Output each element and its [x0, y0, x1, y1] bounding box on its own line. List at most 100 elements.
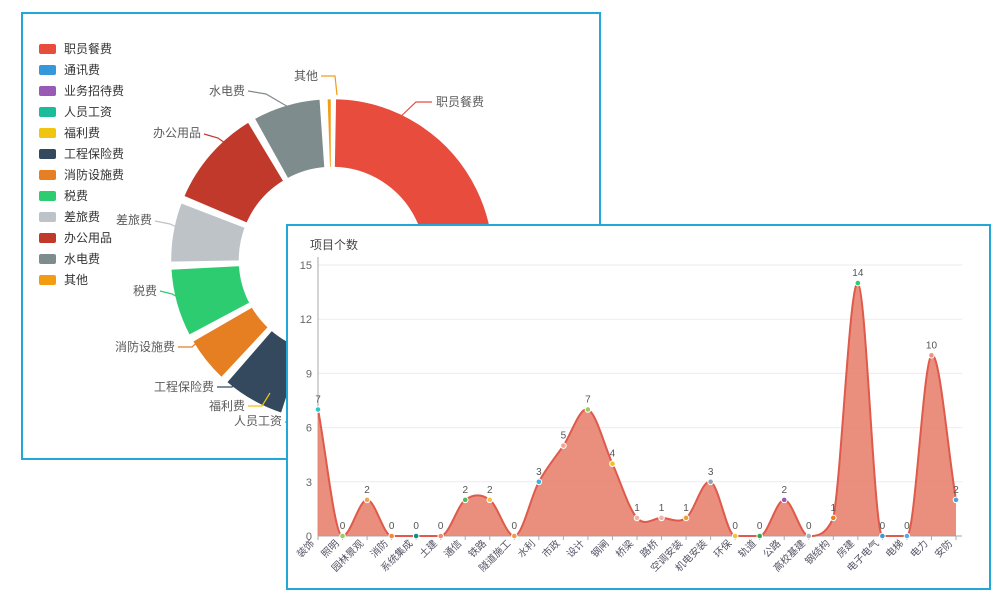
legend-item[interactable]: 工程保险费	[39, 143, 124, 164]
area-chart: 036912157装饰0照明2园林景观0消防0系统集成0土建2通信2铁路0隧道施…	[294, 257, 962, 574]
legend-swatch-icon	[39, 274, 56, 285]
data-point-marker[interactable]	[658, 514, 665, 522]
data-point-marker[interactable]	[535, 478, 543, 486]
data-point-label: 2	[781, 485, 787, 496]
y-tick-label: 3	[306, 477, 312, 489]
x-category-label: 钢闸	[588, 537, 611, 560]
legend-swatch-icon	[39, 190, 56, 201]
x-category-label: 路桥	[637, 537, 660, 560]
legend-swatch-icon	[39, 85, 56, 96]
data-point-marker[interactable]	[363, 496, 371, 504]
pie-label: 水电费	[209, 84, 245, 98]
pie-label-leader	[217, 373, 246, 388]
project-count-card: 项目个数 0 3 6 9 12 15 7 装饰 0 照明 2 园林景观 0 消防 0 系统集成 0 土建 2 通信 2 铁…	[286, 224, 991, 590]
data-point-marker[interactable]	[511, 532, 518, 540]
legend-label: 人员工资	[64, 104, 113, 119]
legend-item[interactable]: 福利费	[39, 122, 124, 143]
y-tick-label: 9	[306, 368, 312, 380]
legend-item[interactable]: 差旅费	[39, 206, 124, 227]
y-tick-label: 6	[306, 423, 312, 435]
data-point-marker[interactable]	[314, 406, 322, 413]
data-point-marker[interactable]	[437, 532, 444, 540]
data-point-label: 0	[904, 521, 910, 532]
x-category-label: 环保	[711, 537, 734, 560]
pie-slice[interactable]	[168, 263, 253, 338]
data-point-label: 0	[413, 521, 419, 532]
pie-slice[interactable]	[325, 96, 334, 170]
pie-label-leader	[247, 90, 291, 109]
legend-item[interactable]: 其他	[39, 269, 124, 290]
data-point-marker[interactable]	[707, 478, 714, 486]
data-point-marker[interactable]	[388, 532, 395, 540]
x-category-label: 设计	[564, 537, 587, 560]
x-category-label: 消防	[367, 537, 390, 560]
data-point-marker[interactable]	[412, 532, 420, 540]
x-category-label: 电梯	[883, 537, 906, 560]
x-category-label: 电力	[907, 537, 930, 560]
data-point-marker[interactable]	[780, 496, 788, 504]
legend-item[interactable]: 办公用品	[39, 227, 124, 248]
legend-label: 福利费	[64, 125, 101, 140]
legend-item[interactable]: 职员餐费	[39, 38, 124, 59]
area-chart-title: 项目个数	[310, 238, 359, 252]
data-point-label: 0	[512, 521, 518, 532]
data-point-marker[interactable]	[952, 496, 960, 504]
data-point-marker[interactable]	[461, 496, 469, 504]
legend-label: 税费	[64, 188, 89, 203]
data-point-marker[interactable]	[928, 352, 935, 359]
pie-label: 差旅费	[116, 213, 152, 227]
legend-swatch-icon	[39, 211, 56, 222]
data-point-label: 0	[757, 521, 763, 532]
pie-label: 消防设施费	[115, 339, 175, 354]
legend-label: 其他	[64, 272, 89, 287]
data-point-marker[interactable]	[830, 514, 837, 522]
legend-item[interactable]: 水电费	[39, 248, 124, 269]
data-point-marker[interactable]	[609, 460, 616, 468]
data-point-label: 2	[953, 485, 959, 496]
pie-label-leader	[159, 290, 184, 301]
data-point-marker[interactable]	[903, 532, 911, 540]
legend-swatch-icon	[39, 232, 56, 243]
legend-item[interactable]: 通讯费	[39, 59, 124, 80]
data-point-label: 0	[806, 521, 812, 532]
x-category-label: 市政	[539, 537, 562, 560]
pie-slice[interactable]	[190, 304, 271, 380]
data-point-marker[interactable]	[486, 496, 494, 504]
pie-label: 其他	[294, 69, 318, 83]
data-point-marker[interactable]	[879, 532, 886, 540]
legend-item[interactable]: 税费	[39, 185, 124, 206]
data-point-label: 3	[708, 467, 714, 478]
x-category-label: 钢结构	[802, 537, 832, 567]
legend-item[interactable]: 人员工资	[39, 101, 124, 122]
legend-item[interactable]: 业务招待费	[39, 80, 124, 101]
data-point-marker[interactable]	[584, 406, 592, 413]
data-point-label: 0	[732, 521, 738, 532]
x-category-label: 铁路	[466, 537, 489, 560]
pie-label: 职员餐费	[436, 94, 484, 109]
data-point-marker[interactable]	[560, 442, 567, 449]
data-point-marker[interactable]	[339, 532, 346, 540]
x-category-label: 通信	[442, 538, 465, 561]
pie-slice[interactable]	[181, 119, 286, 226]
data-point-label: 2	[487, 485, 493, 496]
pie-slice[interactable]	[168, 200, 248, 265]
x-category-label: 水利	[515, 538, 538, 561]
data-point-marker[interactable]	[756, 532, 763, 540]
y-tick-label: 12	[300, 314, 312, 326]
data-point-label: 4	[610, 449, 616, 460]
x-category-label: 桥梁	[613, 537, 636, 560]
data-point-label: 1	[831, 503, 837, 514]
data-point-marker[interactable]	[731, 532, 739, 540]
data-point-label: 0	[389, 521, 395, 532]
data-point-marker[interactable]	[854, 279, 862, 287]
area-fill	[318, 283, 956, 536]
pie-slice[interactable]	[252, 97, 327, 181]
data-point-marker[interactable]	[805, 532, 813, 540]
data-point-label: 2	[364, 485, 370, 496]
data-point-marker[interactable]	[682, 514, 690, 522]
legend-item[interactable]: 消防设施费	[39, 164, 124, 185]
pie-label: 办公用品	[153, 125, 201, 140]
data-point-marker[interactable]	[633, 514, 641, 522]
data-point-label: 2	[462, 485, 468, 496]
pie-label: 人员工资	[234, 414, 282, 428]
